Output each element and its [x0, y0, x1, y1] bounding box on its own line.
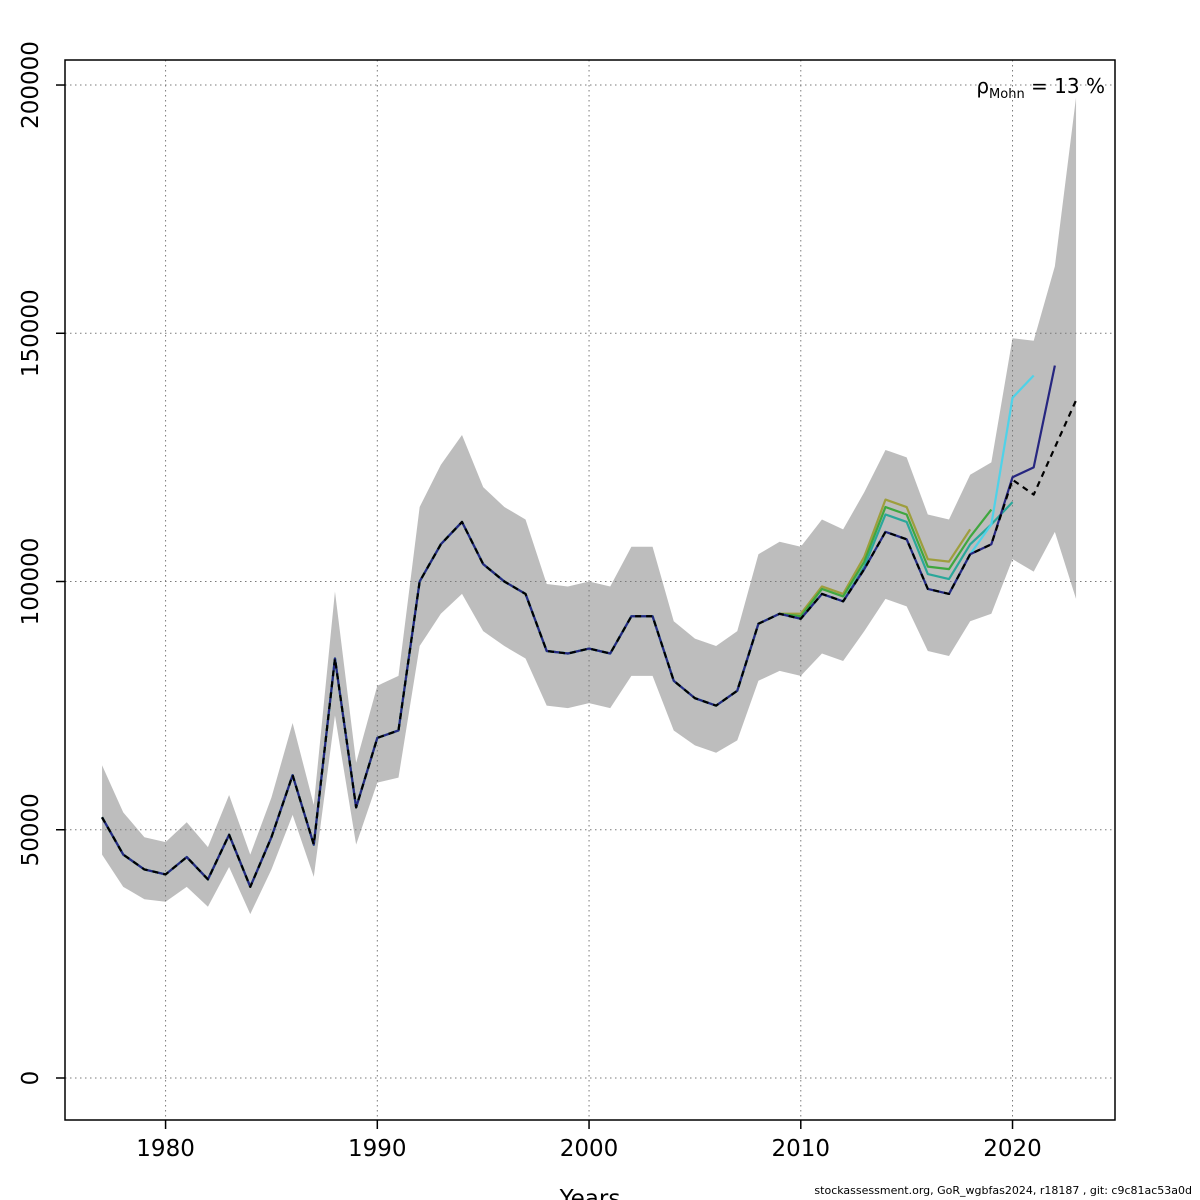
series-line-final-run-2023 [101, 399, 1078, 888]
confidence-band [102, 97, 1077, 915]
rho-value: = 13 % [1024, 74, 1105, 98]
footer-credit: stockassessment.org, GoR_wgbfas2024, r18… [814, 1184, 1192, 1197]
y-tick-label: 0 [18, 1071, 44, 1086]
x-tick-label: 2020 [983, 1136, 1042, 1162]
x-tick-label: 1990 [348, 1136, 407, 1162]
mohn-rho-annotation: ρMohn = 13 % [976, 74, 1105, 102]
x-tick-label: 2000 [560, 1136, 619, 1162]
x-tick-label: 1980 [136, 1136, 195, 1162]
rho-symbol: ρ [976, 74, 990, 98]
y-tick-label: 50000 [18, 793, 44, 866]
x-tick-label: 2010 [772, 1136, 831, 1162]
y-tick-label: 100000 [18, 538, 44, 626]
y-tick-label: 150000 [18, 289, 44, 377]
series-line-retro-peel-2022 [101, 365, 1056, 888]
y-tick-label: 200000 [18, 41, 44, 129]
rho-subscript: Mohn [989, 87, 1025, 102]
x-axis-title: Years [559, 1186, 621, 1200]
plot-border [64, 59, 1116, 1121]
